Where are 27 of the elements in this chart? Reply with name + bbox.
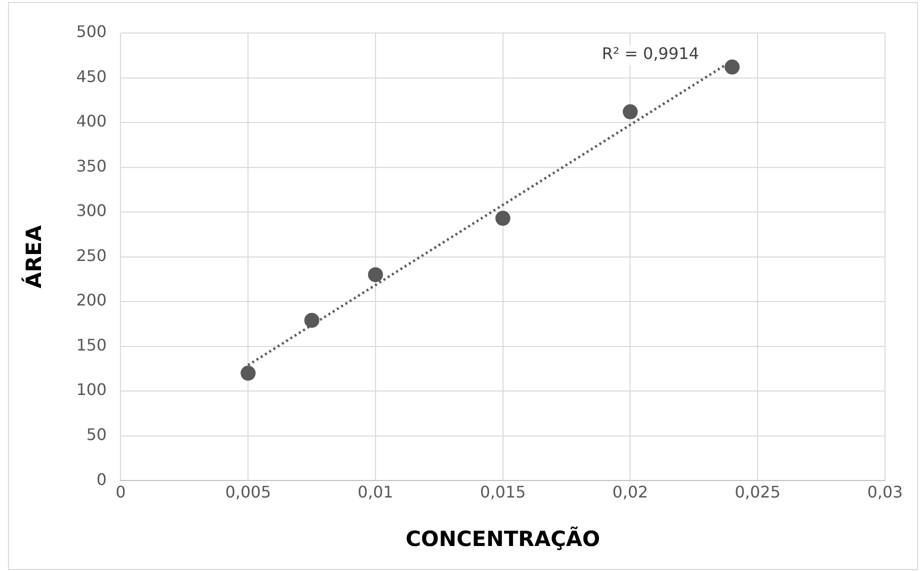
y-tick-label: 100 — [76, 380, 107, 400]
point — [495, 210, 510, 226]
y-tick-label: 50 — [86, 424, 107, 444]
y-axis-title: ÁREA — [21, 224, 46, 288]
y-tick-label: 500 — [76, 22, 107, 42]
point — [240, 366, 256, 381]
x-tick-label: 0,02 — [612, 482, 648, 502]
y-tick-label: 150 — [76, 335, 107, 354]
x-tick-label: 0 — [116, 482, 126, 502]
point — [368, 267, 383, 282]
y-tick-label: 0 — [96, 470, 107, 489]
y-tick-label: 350 — [76, 156, 107, 176]
y-tick-label: 250 — [76, 246, 107, 265]
x-tick-label: 0,03 — [867, 482, 903, 502]
point — [304, 312, 320, 328]
x-tick-label: 0,005 — [225, 482, 272, 502]
point — [724, 60, 740, 75]
y-tick-label: 300 — [76, 201, 107, 220]
y-tick-label: 400 — [76, 112, 107, 131]
x-axis-title: CONCENTRAÇÃO — [406, 526, 600, 551]
point — [622, 104, 638, 120]
y-tick-label: 450 — [76, 66, 107, 86]
annotation: R² = 0,9914 — [602, 44, 700, 64]
x-tick-label: 0,025 — [734, 482, 781, 502]
x-tick-label: 0,015 — [480, 482, 526, 502]
x-tick-label: 0,01 — [358, 482, 394, 502]
y-tick-label: 200 — [76, 290, 107, 310]
